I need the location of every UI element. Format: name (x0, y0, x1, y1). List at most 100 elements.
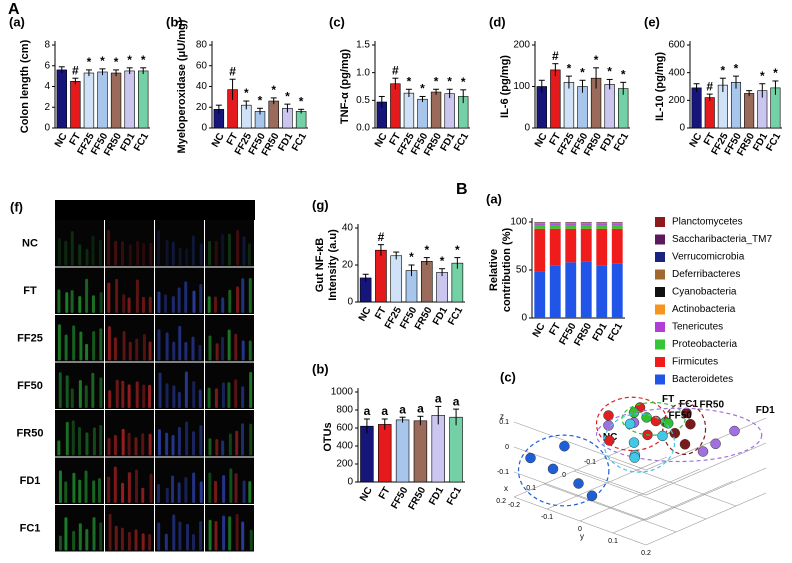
tissue-villus (191, 235, 195, 266)
micrograph (105, 505, 154, 552)
x-tick-label: NC (373, 131, 390, 149)
tissue-villus (120, 527, 124, 551)
significance-label: # (229, 64, 236, 78)
y-tick-label: 40 (342, 223, 354, 234)
point (710, 438, 721, 450)
tissue-villus (135, 381, 139, 408)
tissue-villus (141, 533, 145, 551)
tissue-villus (185, 248, 189, 266)
bar (395, 419, 410, 483)
tissue-villus (97, 478, 101, 503)
tissue-villus (99, 328, 103, 361)
y-tick-label: 20 (342, 260, 354, 271)
bar-segment (565, 228, 577, 263)
tissue-villus (92, 480, 96, 503)
grid-line (612, 480, 734, 534)
column-label: DAPI (157, 212, 171, 218)
bar (430, 91, 442, 129)
micrograph (155, 267, 204, 314)
legend-swatch (655, 374, 665, 385)
tissue-villus (164, 533, 168, 551)
tissue-villus (113, 466, 117, 503)
tissue-villus (99, 377, 103, 408)
tissue-villus (91, 295, 95, 313)
tissue-villus (141, 487, 145, 503)
y-tick-label: 0 (44, 123, 50, 134)
tissue-villus (241, 423, 245, 456)
tissue-villus (199, 481, 203, 503)
bar (390, 83, 401, 129)
tissue-villus (236, 230, 240, 266)
tissue-villus (241, 340, 245, 361)
tissue-villus (199, 425, 203, 456)
panel-label: (c) (329, 14, 345, 29)
tissue-villus (186, 523, 190, 551)
tissue-villus (208, 438, 212, 456)
micrograph (205, 410, 254, 457)
tissue-villus (65, 421, 69, 456)
y-tick-label: 0.2 (641, 550, 651, 557)
bar (449, 416, 463, 483)
tissue-villus (234, 473, 238, 503)
bar-segment (580, 223, 592, 225)
micrograph (105, 457, 154, 504)
significance-label: a (417, 401, 424, 415)
tissue-villus (64, 517, 68, 551)
tissue-villus (57, 440, 61, 456)
tissue-villus (214, 480, 218, 503)
y-tick-label: 60 (196, 60, 208, 71)
tissue-villus (165, 240, 169, 266)
tissue-villus (149, 473, 153, 503)
bar-segment (534, 224, 546, 229)
tissue-villus (72, 472, 76, 503)
tissue-villus (248, 340, 252, 361)
tissue-villus (228, 433, 232, 456)
micrograph (155, 220, 204, 267)
x-tick-label: 0.2 (496, 498, 506, 505)
tissue-villus (78, 479, 82, 503)
bar (550, 69, 561, 129)
tissue-villus (57, 324, 61, 361)
grid-line (645, 492, 767, 546)
bar-segment (596, 228, 608, 266)
group-label: FD1 (756, 405, 775, 416)
micrograph (205, 220, 254, 267)
micrograph (205, 362, 254, 409)
x-tick-label: FC1 (290, 131, 309, 153)
tissue-villus (114, 525, 118, 551)
tissue-villus (85, 529, 89, 551)
bar (375, 249, 387, 303)
tissue-villus (192, 290, 196, 313)
x-tick-label: FC1 (446, 305, 465, 327)
tissue-villus (134, 529, 138, 551)
y-tick-label: 1000 (331, 387, 354, 398)
tissue-villus (71, 420, 75, 456)
tissue-villus (148, 384, 152, 408)
significance-label: * (114, 55, 119, 69)
tissue-villus (171, 434, 175, 456)
y-tick-label: -0.2 (508, 502, 520, 509)
grid-line (546, 456, 668, 510)
bar (268, 100, 279, 129)
panel-label: (b) (166, 14, 183, 29)
tissue-villus (141, 433, 145, 456)
significance-label: * (567, 61, 572, 75)
bar-segment (596, 223, 608, 225)
tissue-villus (242, 480, 246, 503)
tissue-villus (78, 523, 82, 551)
point (573, 478, 584, 489)
tissue-villus (177, 287, 181, 313)
tissue-villus (164, 294, 168, 313)
bar (744, 93, 755, 129)
significance-label: * (455, 243, 460, 257)
panel-label: (f) (10, 199, 23, 214)
legend-label: Planctomycetes (672, 217, 743, 228)
tissue-villus (70, 388, 74, 408)
tissue-villus (107, 476, 111, 503)
group-label: FT (662, 394, 674, 405)
grid-line (513, 442, 767, 496)
x-tick-label: FT (225, 131, 241, 147)
legend-label: Tenericutes (672, 322, 723, 333)
